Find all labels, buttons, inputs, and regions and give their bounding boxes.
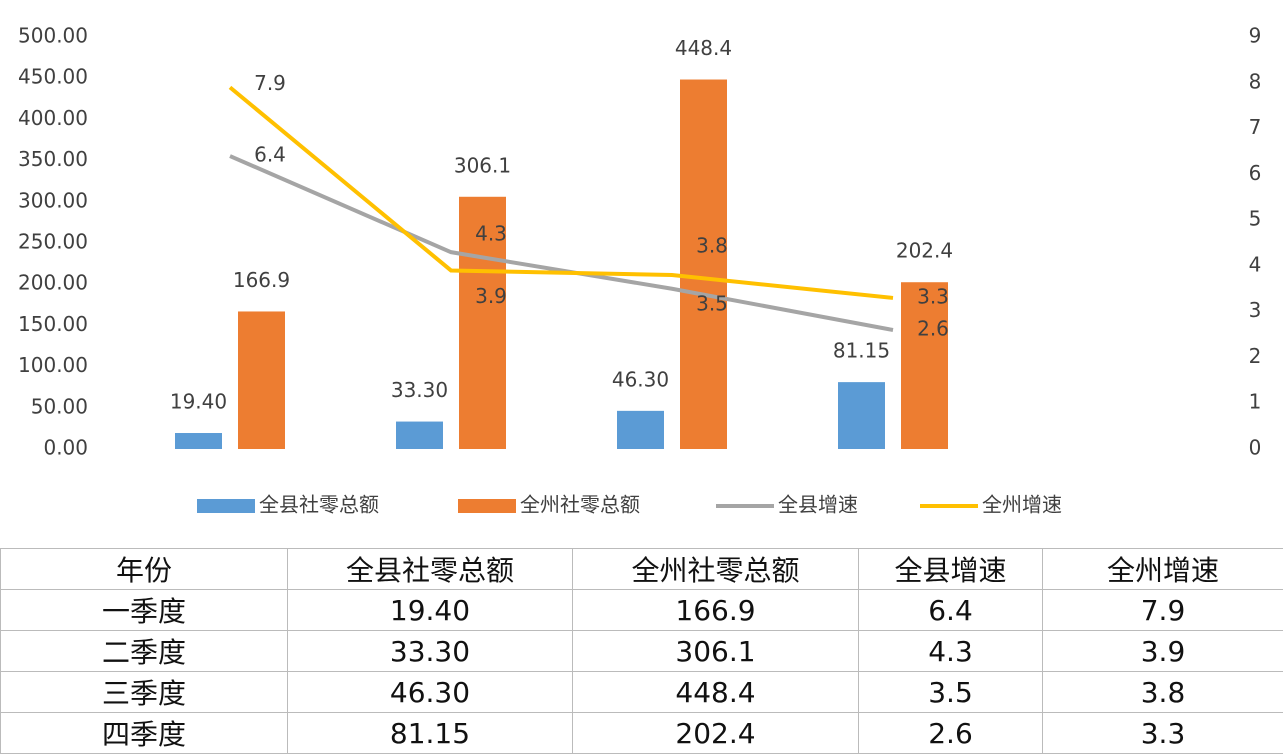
table-cell: 3.5 xyxy=(858,671,1043,713)
table-cell: 全县社零总额 xyxy=(287,548,573,590)
legend-label: 全县增速 xyxy=(778,493,858,517)
y2-tick-label: 2 xyxy=(1249,344,1262,368)
table-cell: 全州社零总额 xyxy=(572,548,859,590)
table-cell: 全州增速 xyxy=(1042,548,1283,590)
bar xyxy=(175,433,222,449)
data-table: 年份 全县社零总额 全州社零总额 全县增速 全州增速 一季度 19.40 166.9 6.4 7.… xyxy=(0,548,1283,754)
chart: 0.00 50.00 100.00 150.00 200.00 250.00 300.00 3… xyxy=(18,24,1262,517)
table-cell: 33.30 xyxy=(287,630,573,672)
bar xyxy=(617,410,664,449)
y-tick-label: 200.00 xyxy=(18,271,88,295)
line xyxy=(229,154,894,332)
y-tick-label: 350.00 xyxy=(18,147,88,171)
y-tick-label: 0.00 xyxy=(43,436,88,460)
table-cell: 46.30 xyxy=(287,671,573,713)
table-row: 一季度 19.40 166.9 6.4 7.9 xyxy=(0,589,1283,631)
table-cell: 2.6 xyxy=(858,712,1043,754)
data-label: 2.6 xyxy=(917,316,949,340)
y-tick-label: 450.00 xyxy=(18,65,88,89)
table-row: 三季度 46.30 448.4 3.5 3.8 xyxy=(0,671,1283,713)
bar xyxy=(838,382,885,449)
data-label: 6.4 xyxy=(254,143,286,167)
data-label: 448.4 xyxy=(675,36,732,60)
table-cell: 四季度 xyxy=(0,712,288,754)
legend-swatch xyxy=(197,499,255,513)
data-label: 3.5 xyxy=(696,291,728,315)
table-cell: 全县增速 xyxy=(858,548,1043,590)
table-cell: 3.3 xyxy=(1042,712,1283,754)
table-cell: 306.1 xyxy=(572,630,859,672)
data-label: 4.3 xyxy=(475,222,507,246)
legend-label: 全州增速 xyxy=(982,493,1062,517)
data-label: 19.40 xyxy=(170,390,227,414)
y2-tick-label: 5 xyxy=(1249,207,1262,231)
table-cell: 一季度 xyxy=(0,589,288,631)
table-cell: 19.40 xyxy=(287,589,573,631)
data-label: 46.30 xyxy=(612,367,669,391)
y-tick-label: 250.00 xyxy=(18,230,88,254)
table-row: 二季度 33.30 306.1 4.3 3.9 xyxy=(0,630,1283,672)
data-label: 33.30 xyxy=(391,378,448,402)
y2-tick-label: 9 xyxy=(1249,24,1262,48)
table-cell: 7.9 xyxy=(1042,589,1283,631)
legend-label: 全州社零总额 xyxy=(520,493,640,517)
table-cell: 81.15 xyxy=(287,712,573,754)
y2-tick-label: 3 xyxy=(1249,298,1262,322)
y-tick-label: 50.00 xyxy=(31,394,88,418)
y2-tick-label: 7 xyxy=(1249,115,1262,139)
bar xyxy=(459,196,506,449)
y-tick-label: 300.00 xyxy=(18,188,88,212)
data-label: 202.4 xyxy=(896,239,953,263)
y2-tick-label: 0 xyxy=(1249,436,1262,460)
y2-tick-label: 4 xyxy=(1249,252,1262,276)
table-cell: 二季度 xyxy=(0,630,288,672)
bar xyxy=(901,282,948,449)
y-tick-label: 150.00 xyxy=(18,312,88,336)
table-cell: 6.4 xyxy=(858,589,1043,631)
table-cell: 三季度 xyxy=(0,671,288,713)
table-cell: 3.8 xyxy=(1042,671,1283,713)
y2-tick-label: 8 xyxy=(1249,69,1262,93)
table-cell: 3.9 xyxy=(1042,630,1283,672)
legend-label: 全县社零总额 xyxy=(259,493,379,517)
y2-tick-label: 6 xyxy=(1249,161,1262,185)
table-header: 年份 全县社零总额 全州社零总额 全县增速 全州增速 xyxy=(0,548,1283,590)
y-tick-label: 100.00 xyxy=(18,353,88,377)
data-label: 3.8 xyxy=(696,234,728,258)
data-label: 81.15 xyxy=(833,339,890,363)
line xyxy=(228,85,894,300)
table-cell: 166.9 xyxy=(572,589,859,631)
legend-swatch xyxy=(458,499,516,513)
y-tick-label: 500.00 xyxy=(18,24,88,48)
y-tick-label: 400.00 xyxy=(18,106,88,130)
table-cell: 202.4 xyxy=(572,712,859,754)
table-cell: 年份 xyxy=(0,548,288,590)
table-cell: 448.4 xyxy=(572,671,859,713)
bar xyxy=(680,79,727,449)
table-cell: 4.3 xyxy=(858,630,1043,672)
data-label: 3.3 xyxy=(917,284,949,308)
data-label: 3.9 xyxy=(475,284,507,308)
bar xyxy=(238,311,285,449)
bar xyxy=(396,421,443,449)
data-label: 7.9 xyxy=(254,71,286,95)
data-label: 306.1 xyxy=(454,153,511,177)
data-label: 166.9 xyxy=(233,268,290,292)
table-row: 四季度 81.15 202.4 2.6 3.3 xyxy=(0,712,1283,754)
y2-tick-label: 1 xyxy=(1249,390,1262,414)
